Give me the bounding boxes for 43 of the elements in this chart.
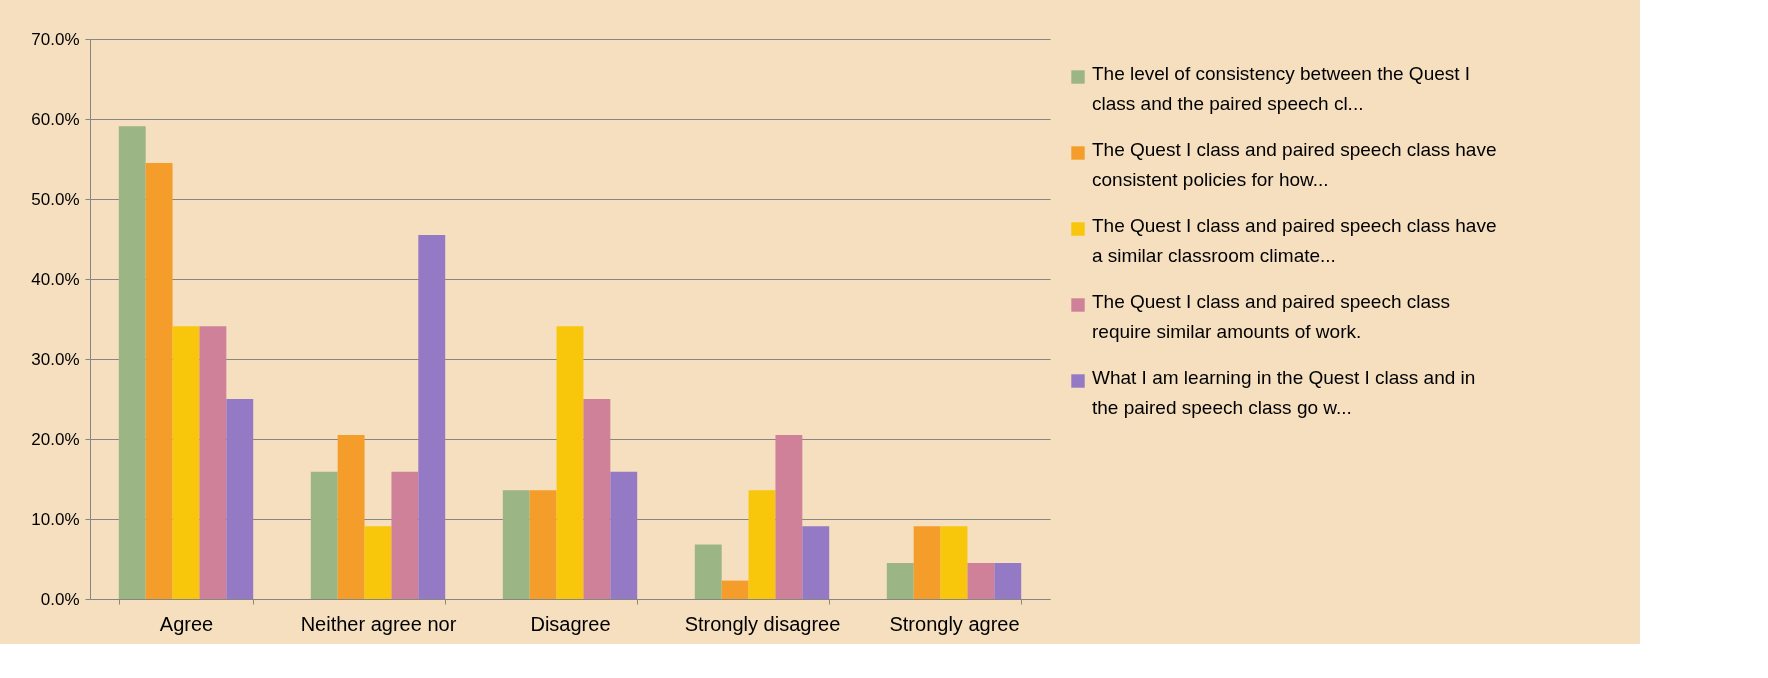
- y-tick-label: 60.0%: [31, 109, 80, 129]
- bar: [145, 163, 173, 599]
- bar: [886, 563, 914, 599]
- y-tick-label: 40.0%: [31, 269, 80, 289]
- y-tick-label: 10.0%: [31, 509, 80, 529]
- y-tick-label: 50.0%: [31, 189, 80, 209]
- legend-label: The level of consistency between the Quest I class and the paired speech cl...: [1092, 63, 1471, 114]
- bar: [610, 471, 638, 599]
- x-tick-label: Neither agree nor: [300, 612, 457, 635]
- bar: [226, 399, 254, 599]
- legend-label: What I am learning in the Quest I class and in the paired speech class go w...: [1092, 367, 1476, 418]
- y-tick-label: 30.0%: [31, 349, 80, 369]
- bar: [583, 399, 611, 599]
- bar: [802, 526, 830, 599]
- x-tick-label: Disagree: [530, 612, 611, 635]
- bar: [994, 563, 1022, 599]
- bar: [310, 471, 338, 599]
- bar: [199, 326, 227, 599]
- bar: [748, 490, 776, 599]
- bar: [391, 471, 419, 599]
- bar: [529, 490, 557, 599]
- bar: [364, 526, 392, 599]
- legend-label: The Quest I class and paired speech class have a similar classroom climate...: [1092, 215, 1497, 266]
- y-tick-label: 70.0%: [31, 29, 80, 49]
- legend-label: The Quest I class and paired speech class have consistent policies for how...: [1092, 139, 1497, 190]
- bar: [775, 435, 803, 599]
- bar: [418, 235, 446, 599]
- bar: [721, 580, 749, 599]
- legend-label: The Quest I class and paired speech class require similar amounts of work.: [1092, 291, 1451, 342]
- bar: [118, 126, 146, 599]
- y-tick-label: 20.0%: [31, 429, 80, 449]
- bar: [940, 526, 968, 599]
- y-tick-label: 0.0%: [40, 589, 80, 609]
- bar: [337, 435, 365, 599]
- bar: [172, 326, 200, 599]
- x-tick-label: Agree: [159, 612, 214, 635]
- x-tick-label: Strongly agree: [889, 612, 1020, 635]
- x-tick-label: Strongly disagree: [684, 612, 841, 635]
- bar: [694, 544, 722, 599]
- bar: [967, 563, 995, 599]
- bar: [913, 526, 941, 599]
- bar: [502, 490, 530, 599]
- bar: [556, 326, 584, 599]
